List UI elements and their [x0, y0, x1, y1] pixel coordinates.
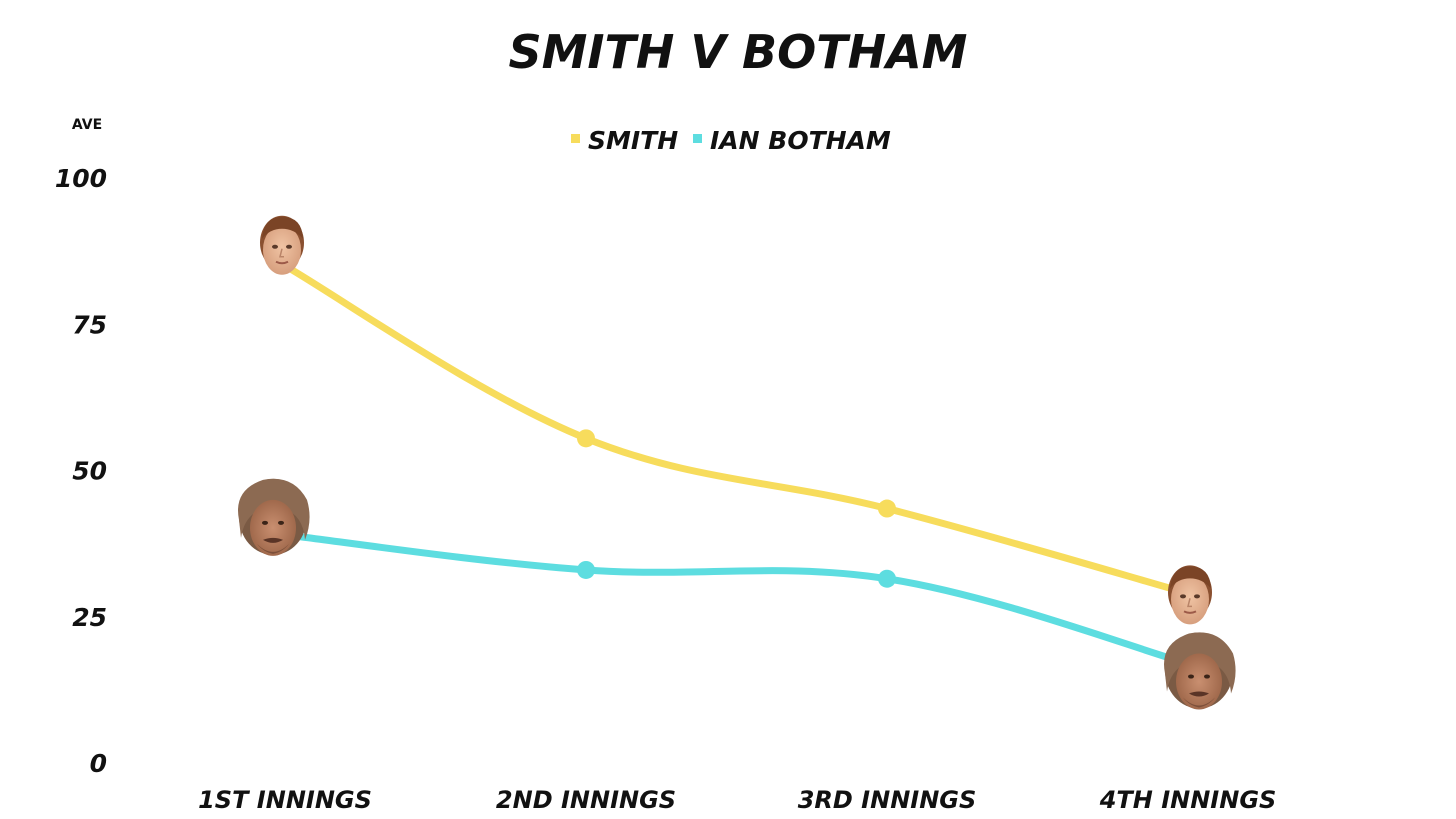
data-point — [878, 499, 896, 518]
legend-label: SMITH — [588, 126, 678, 155]
smith-eye-left — [272, 244, 278, 249]
x-axis-ticks: 1ST INNINGS 2ND INNINGS 3RD INNINGS 4TH INN… — [198, 786, 1276, 814]
y-axis-ticks: 0 25 50 75 100 — [55, 164, 107, 778]
legend-label: IAN BOTHAM — [710, 126, 891, 155]
botham-beard — [1183, 697, 1215, 708]
botham-eye-left — [262, 520, 268, 525]
y-tick-label: 0 — [90, 749, 107, 778]
smith-eye-right — [286, 244, 292, 249]
legend-swatch — [693, 134, 702, 143]
legend: SMITH IAN BOTHAM — [571, 126, 891, 155]
y-tick-label: 25 — [72, 603, 107, 632]
botham-face — [250, 499, 296, 556]
end-marker-faces — [238, 215, 1236, 710]
y-tick-label: 75 — [72, 310, 107, 339]
series-line-botham — [281, 531, 1192, 668]
smith-face-icon — [1168, 565, 1212, 625]
smith-eye-right — [1194, 594, 1200, 599]
x-tick-label: 4TH INNINGS — [1099, 786, 1277, 814]
x-tick-label: 2ND INNINGS — [496, 786, 676, 814]
botham-face-icon — [238, 478, 310, 556]
x-tick-label: 3RD INNINGS — [798, 786, 977, 814]
smith-mouth — [1183, 610, 1197, 614]
smith-face-icon — [260, 215, 304, 275]
smith-mouth — [275, 260, 289, 265]
legend-swatch — [571, 134, 580, 143]
botham-hair-top — [1164, 632, 1236, 694]
botham-face — [1176, 653, 1222, 710]
smith-nose — [1187, 598, 1192, 608]
botham-eye-left — [1188, 674, 1194, 679]
botham-hair-top — [238, 478, 310, 540]
data-point — [878, 569, 896, 588]
y-axis-label: AVE — [72, 117, 102, 133]
smith-hair-top — [262, 216, 303, 239]
smith-nose — [279, 248, 284, 258]
chart-title: SMITH V BOTHAM — [509, 25, 968, 79]
botham-eye-right — [278, 520, 284, 525]
series-points — [577, 429, 896, 588]
botham-moustache — [1189, 691, 1209, 697]
botham-beard — [257, 543, 289, 554]
y-tick-label: 100 — [55, 164, 107, 193]
smith-eye-left — [1180, 594, 1186, 599]
data-point — [577, 429, 595, 448]
x-tick-label: 1ST INNINGS — [198, 786, 372, 814]
botham-face-icon — [1164, 632, 1236, 710]
data-point — [577, 560, 595, 579]
series-lines — [281, 262, 1192, 668]
y-tick-label: 50 — [72, 457, 107, 486]
botham-eye-right — [1204, 674, 1210, 679]
botham-moustache — [263, 537, 283, 543]
smith-hair-top — [1170, 566, 1211, 589]
series-line-smith — [281, 262, 1192, 597]
